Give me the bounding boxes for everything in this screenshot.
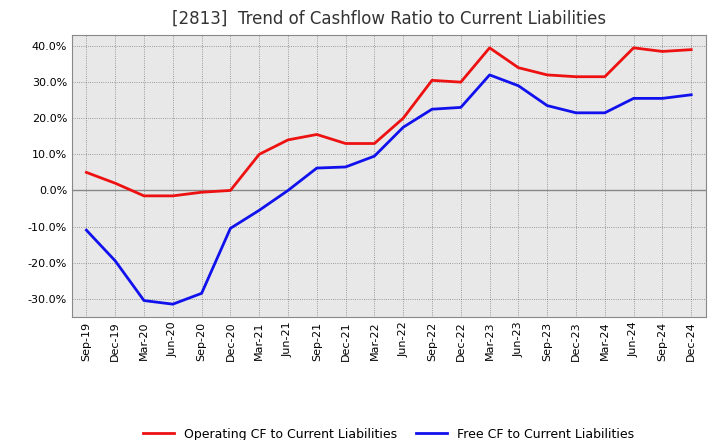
Free CF to Current Liabilities [341, 164, 350, 169]
Legend: Operating CF to Current Liabilities, Free CF to Current Liabilities: Operating CF to Current Liabilities, Fre… [138, 423, 639, 440]
Operating CF to Current Liabilities [111, 180, 120, 186]
Operating CF to Current Liabilities [255, 152, 264, 157]
Free CF to Current Liabilities [255, 208, 264, 213]
Free CF to Current Liabilities [82, 227, 91, 233]
Free CF to Current Liabilities [543, 103, 552, 108]
Free CF to Current Liabilities [456, 105, 465, 110]
Operating CF to Current Liabilities [341, 141, 350, 146]
Line: Operating CF to Current Liabilities: Operating CF to Current Liabilities [86, 48, 691, 196]
Free CF to Current Liabilities [485, 72, 494, 77]
Free CF to Current Liabilities [629, 96, 638, 101]
Operating CF to Current Liabilities [456, 80, 465, 85]
Free CF to Current Liabilities [370, 154, 379, 159]
Free CF to Current Liabilities [226, 226, 235, 231]
Free CF to Current Liabilities [428, 106, 436, 112]
Operating CF to Current Liabilities [687, 47, 696, 52]
Free CF to Current Liabilities [658, 96, 667, 101]
Operating CF to Current Liabilities [485, 45, 494, 51]
Operating CF to Current Liabilities [658, 49, 667, 54]
Free CF to Current Liabilities [197, 291, 206, 296]
Operating CF to Current Liabilities [226, 188, 235, 193]
Operating CF to Current Liabilities [572, 74, 580, 79]
Free CF to Current Liabilities [572, 110, 580, 115]
Operating CF to Current Liabilities [140, 193, 148, 198]
Free CF to Current Liabilities [111, 258, 120, 264]
Operating CF to Current Liabilities [543, 72, 552, 77]
Operating CF to Current Liabilities [428, 78, 436, 83]
Free CF to Current Liabilities [312, 165, 321, 171]
Operating CF to Current Liabilities [600, 74, 609, 79]
Free CF to Current Liabilities [284, 188, 292, 193]
Free CF to Current Liabilities [600, 110, 609, 115]
Free CF to Current Liabilities [399, 125, 408, 130]
Line: Free CF to Current Liabilities: Free CF to Current Liabilities [86, 75, 691, 304]
Operating CF to Current Liabilities [168, 193, 177, 198]
Operating CF to Current Liabilities [82, 170, 91, 175]
Operating CF to Current Liabilities [370, 141, 379, 146]
Free CF to Current Liabilities [140, 298, 148, 303]
Title: [2813]  Trend of Cashflow Ratio to Current Liabilities: [2813] Trend of Cashflow Ratio to Curren… [172, 10, 606, 28]
Free CF to Current Liabilities [168, 301, 177, 307]
Operating CF to Current Liabilities [197, 190, 206, 195]
Operating CF to Current Liabilities [312, 132, 321, 137]
Operating CF to Current Liabilities [284, 137, 292, 143]
Free CF to Current Liabilities [687, 92, 696, 97]
Operating CF to Current Liabilities [399, 116, 408, 121]
Free CF to Current Liabilities [514, 83, 523, 88]
Operating CF to Current Liabilities [629, 45, 638, 51]
Operating CF to Current Liabilities [514, 65, 523, 70]
